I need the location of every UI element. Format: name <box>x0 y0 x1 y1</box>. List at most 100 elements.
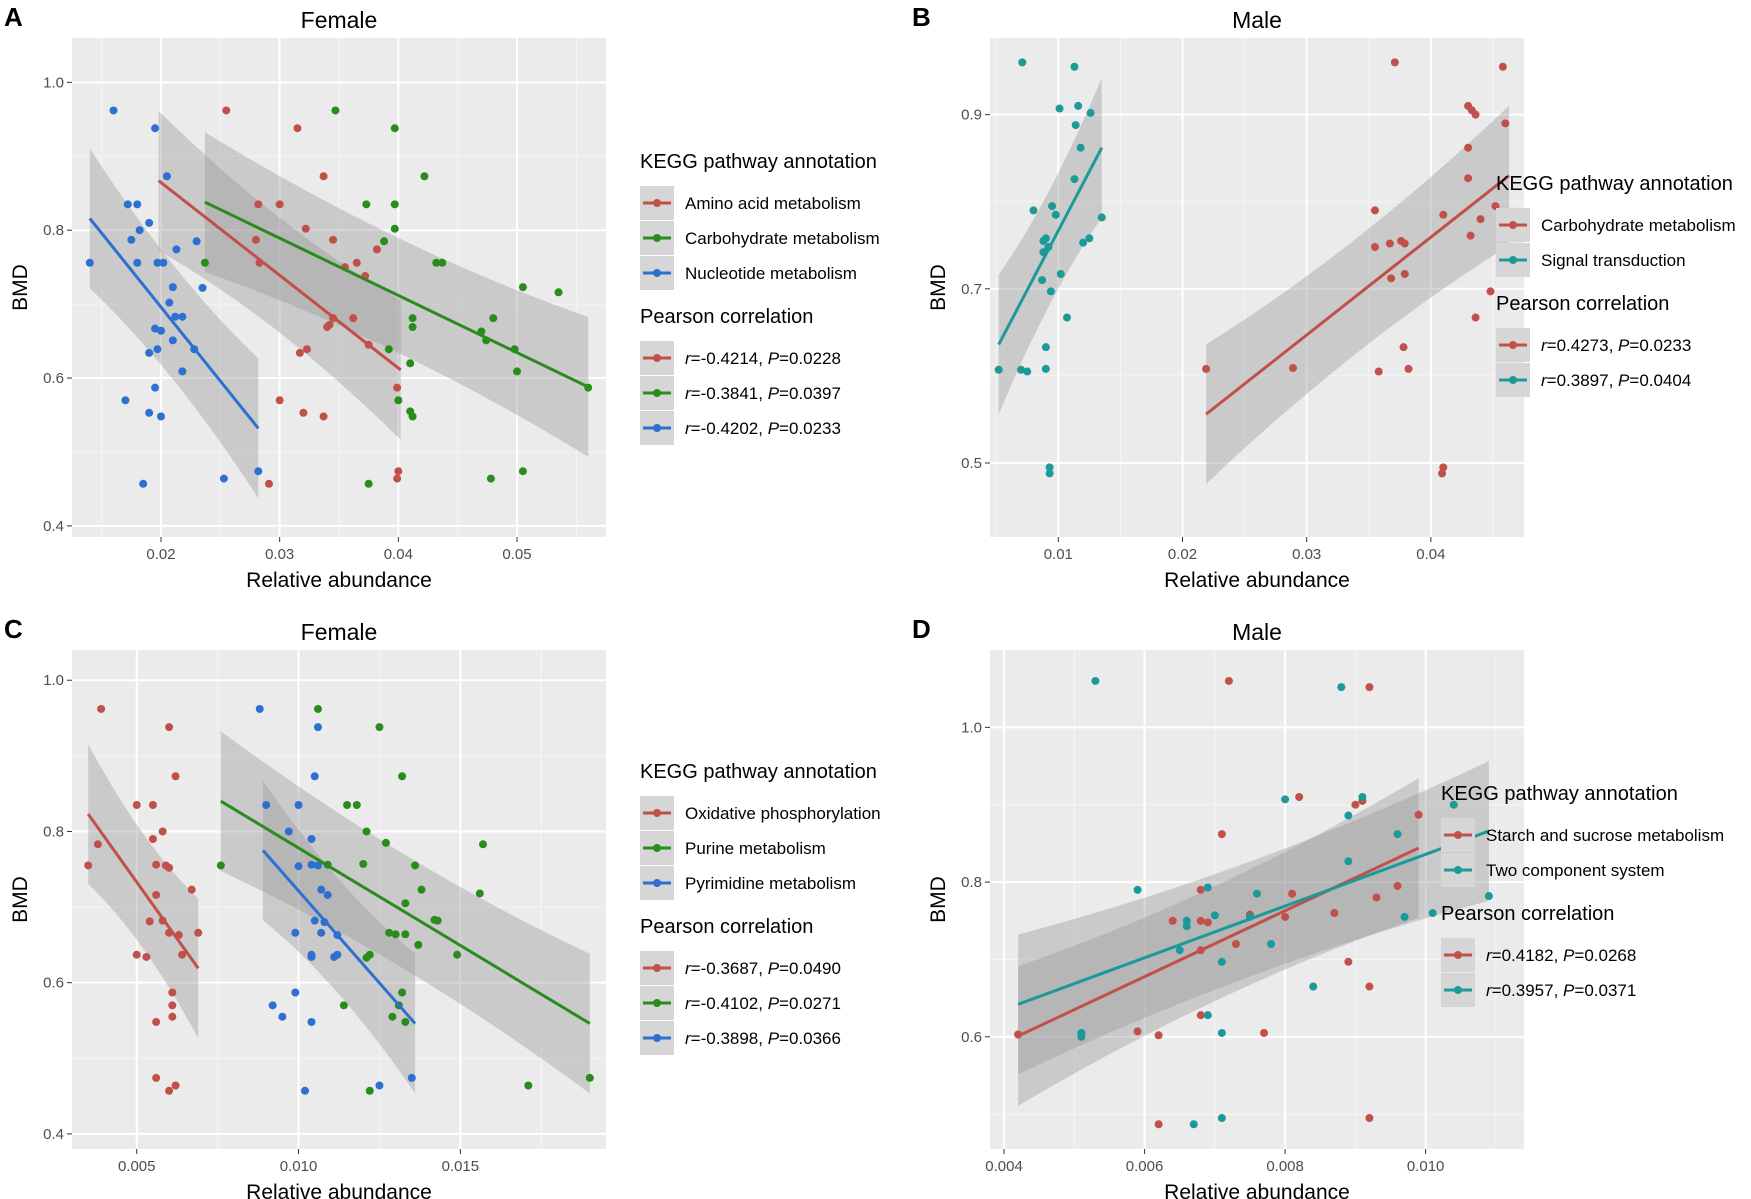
legend-key-point <box>1509 221 1517 229</box>
data-point <box>268 1001 277 1010</box>
legend-key-point <box>1454 986 1462 994</box>
data-point <box>1038 276 1047 285</box>
panel-letter: B <box>912 2 931 32</box>
data-point <box>1202 364 1211 373</box>
legend-key-point <box>653 964 661 972</box>
data-point <box>275 200 284 209</box>
x-tick-label: 0.02 <box>146 546 175 563</box>
legend-label: Two component system <box>1486 861 1665 880</box>
legend-title-kegg: KEGG pathway annotation <box>640 151 877 173</box>
data-point <box>278 1012 287 1021</box>
data-point <box>302 345 311 354</box>
data-point <box>152 1073 161 1082</box>
data-point <box>417 885 426 894</box>
data-point <box>1048 202 1057 211</box>
data-point <box>380 237 389 246</box>
data-point <box>171 312 180 321</box>
data-point <box>178 367 187 376</box>
legend-key-point <box>1454 866 1462 874</box>
data-point <box>1400 912 1409 921</box>
data-point <box>1133 1027 1142 1036</box>
legend-stat: r=0.4273, P=0.0233 <box>1541 336 1691 355</box>
data-point <box>299 408 308 417</box>
data-point <box>1370 206 1379 215</box>
panel-letter: C <box>4 614 23 644</box>
data-point <box>1288 889 1297 898</box>
data-point <box>1217 830 1226 839</box>
data-point <box>401 1017 410 1026</box>
data-point <box>142 952 151 961</box>
data-point <box>1344 811 1353 820</box>
data-point <box>1267 939 1276 948</box>
legend-key-point <box>653 844 661 852</box>
legend-key-point <box>1509 341 1517 349</box>
data-point <box>310 772 319 781</box>
data-point <box>319 412 328 421</box>
data-point <box>1464 143 1473 152</box>
data-point <box>93 840 102 849</box>
panel-title: Male <box>1232 619 1282 645</box>
data-point <box>1365 982 1374 991</box>
data-point <box>1133 885 1142 894</box>
data-point <box>1056 270 1065 279</box>
data-point <box>362 827 371 836</box>
data-point <box>329 235 338 244</box>
data-point <box>151 383 160 392</box>
data-point <box>1337 683 1346 692</box>
data-point <box>479 840 488 849</box>
data-point <box>1372 893 1381 902</box>
data-point <box>1476 215 1485 224</box>
data-point <box>362 953 371 962</box>
y-tick-label: 0.6 <box>43 370 64 387</box>
data-point <box>1428 909 1437 918</box>
data-point <box>1464 174 1473 183</box>
x-tick-label: 0.05 <box>502 546 531 563</box>
data-point <box>352 800 361 809</box>
data-point <box>524 1081 533 1090</box>
legend-key-point <box>653 999 661 1007</box>
data-point <box>1224 676 1233 685</box>
data-point <box>375 723 384 732</box>
data-point <box>486 474 495 483</box>
data-point <box>393 383 402 392</box>
data-point <box>145 348 154 357</box>
data-point <box>330 952 339 961</box>
data-point <box>1079 238 1088 247</box>
data-point <box>1471 313 1480 322</box>
data-point <box>406 359 415 368</box>
data-point <box>1438 469 1447 478</box>
data-point <box>148 800 157 809</box>
data-point <box>1351 800 1360 809</box>
data-point <box>1484 892 1493 901</box>
x-tick-label: 0.004 <box>985 1158 1023 1175</box>
data-point <box>1393 881 1402 890</box>
data-point <box>343 800 352 809</box>
data-point <box>1365 1114 1374 1123</box>
data-point <box>365 1086 374 1095</box>
data-point <box>159 258 168 267</box>
data-point <box>294 862 303 871</box>
data-point <box>381 838 390 847</box>
data-point <box>408 323 417 332</box>
data-point <box>317 885 326 894</box>
data-point <box>414 940 423 949</box>
data-point <box>1154 1031 1163 1040</box>
data-point <box>518 467 527 476</box>
y-tick-label: 0.4 <box>43 518 64 535</box>
legend-key-point <box>653 424 661 432</box>
y-tick-label: 0.8 <box>961 874 982 891</box>
data-point <box>158 827 167 836</box>
data-point <box>317 928 326 937</box>
data-point <box>145 218 154 227</box>
data-point <box>301 224 310 233</box>
data-point <box>411 861 420 870</box>
data-point <box>255 704 264 713</box>
data-point <box>1041 234 1050 243</box>
legend-label: Carbohydrate metabolism <box>685 229 880 248</box>
data-point <box>313 861 322 870</box>
legend-label: Purine metabolism <box>685 839 826 858</box>
data-point <box>1501 119 1510 128</box>
y-tick-label: 0.8 <box>43 222 64 239</box>
legend-label: Carbohydrate metabolism <box>1541 216 1736 235</box>
legend-title-kegg: KEGG pathway annotation <box>1441 783 1678 805</box>
